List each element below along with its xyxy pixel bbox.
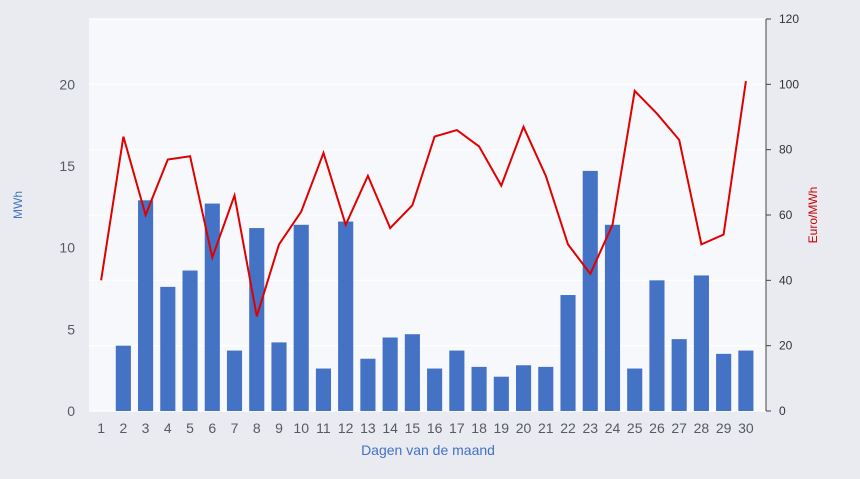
x-tick-label: 28 xyxy=(694,420,710,436)
y2-tick-label: 120 xyxy=(779,12,799,26)
x-axis-title: Dagen van de maand xyxy=(361,442,495,458)
x-tick-label: 6 xyxy=(208,420,216,436)
gridlines xyxy=(89,18,766,412)
x-tick-label: 10 xyxy=(293,420,309,436)
x-tick-label: 29 xyxy=(716,420,732,436)
bar xyxy=(138,200,154,411)
bar xyxy=(693,275,709,411)
bar xyxy=(182,270,198,411)
bar xyxy=(449,350,465,411)
y-tick-label: 20 xyxy=(59,76,75,92)
y-tick-label: 10 xyxy=(59,240,75,256)
x-tick-label: 7 xyxy=(231,420,239,436)
y2-axis-title: Euro/MWh xyxy=(806,187,820,244)
bar xyxy=(493,376,509,411)
x-tick-label: 26 xyxy=(649,420,665,436)
line-path xyxy=(100,80,747,317)
bar xyxy=(271,342,287,411)
right-axis-ticks: 0 20 40 60 80 100 120 xyxy=(766,12,799,418)
bar xyxy=(716,353,732,411)
x-tick-label: 25 xyxy=(627,420,643,436)
y2-tick-label: 20 xyxy=(779,339,793,353)
bar xyxy=(604,224,621,411)
bar xyxy=(382,337,398,411)
x-tick-label: 12 xyxy=(338,420,354,436)
bar xyxy=(226,350,243,411)
x-tick-label: 9 xyxy=(275,420,283,436)
x-axis-ticks: 1 2 3 4 5 6 7 8 9 10 11 12 13 14 15 16 17 18 19 20 21 22 23 24 2… xyxy=(97,420,754,436)
y-tick-label: 5 xyxy=(67,321,75,337)
bar xyxy=(471,366,487,411)
x-tick-label: 11 xyxy=(316,420,331,436)
y2-tick-label: 60 xyxy=(779,208,793,222)
bar xyxy=(115,345,131,411)
x-tick-label: 21 xyxy=(538,420,554,436)
x-tick-label: 16 xyxy=(427,420,443,436)
x-tick-label: 1 xyxy=(97,420,105,436)
bar xyxy=(515,365,532,411)
x-tick-label: 22 xyxy=(560,420,576,436)
y2-tick-label: 100 xyxy=(779,77,799,91)
bar xyxy=(671,339,687,411)
x-tick-label: 20 xyxy=(516,420,532,436)
y2-tick-label: 0 xyxy=(779,404,786,418)
bar xyxy=(338,221,354,411)
bar xyxy=(738,350,754,411)
x-tick-label: 27 xyxy=(671,420,687,436)
bar xyxy=(249,228,265,411)
bar xyxy=(649,280,665,411)
y2-tick-label: 80 xyxy=(779,143,793,157)
x-tick-label: 14 xyxy=(382,420,398,436)
bar xyxy=(204,203,220,411)
x-tick-label: 30 xyxy=(738,420,754,436)
bar xyxy=(404,334,420,411)
bar xyxy=(538,366,554,411)
y-tick-label: 0 xyxy=(67,403,75,419)
x-tick-label: 5 xyxy=(186,420,194,436)
bar xyxy=(293,224,309,411)
x-tick-label: 19 xyxy=(494,420,510,436)
bar xyxy=(427,368,443,411)
x-tick-label: 17 xyxy=(449,420,465,436)
x-tick-label: 24 xyxy=(605,420,621,436)
x-tick-label: 4 xyxy=(164,420,172,436)
left-axis-ticks: 0 5 10 15 20 xyxy=(59,76,75,419)
bar xyxy=(160,286,176,411)
x-tick-label: 3 xyxy=(142,420,150,436)
bar xyxy=(360,358,376,411)
x-tick-label: 8 xyxy=(253,420,261,436)
x-tick-label: 13 xyxy=(360,420,376,436)
bar xyxy=(560,295,576,411)
x-tick-label: 15 xyxy=(405,420,421,436)
x-tick-label: 23 xyxy=(582,420,598,436)
bar-series xyxy=(115,170,754,411)
bar xyxy=(582,170,598,411)
y-axis-title: MWh xyxy=(11,191,25,219)
bar xyxy=(315,368,332,411)
x-tick-label: 2 xyxy=(119,420,127,436)
x-tick-label: 18 xyxy=(471,420,487,436)
y2-tick-label: 40 xyxy=(779,273,793,287)
bar xyxy=(627,368,643,411)
line-series xyxy=(100,80,747,317)
y-tick-label: 15 xyxy=(59,158,75,174)
